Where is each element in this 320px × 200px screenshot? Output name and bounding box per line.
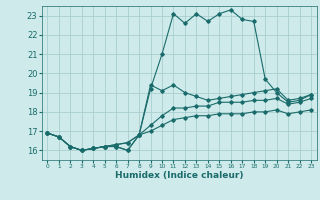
X-axis label: Humidex (Indice chaleur): Humidex (Indice chaleur) bbox=[115, 171, 244, 180]
